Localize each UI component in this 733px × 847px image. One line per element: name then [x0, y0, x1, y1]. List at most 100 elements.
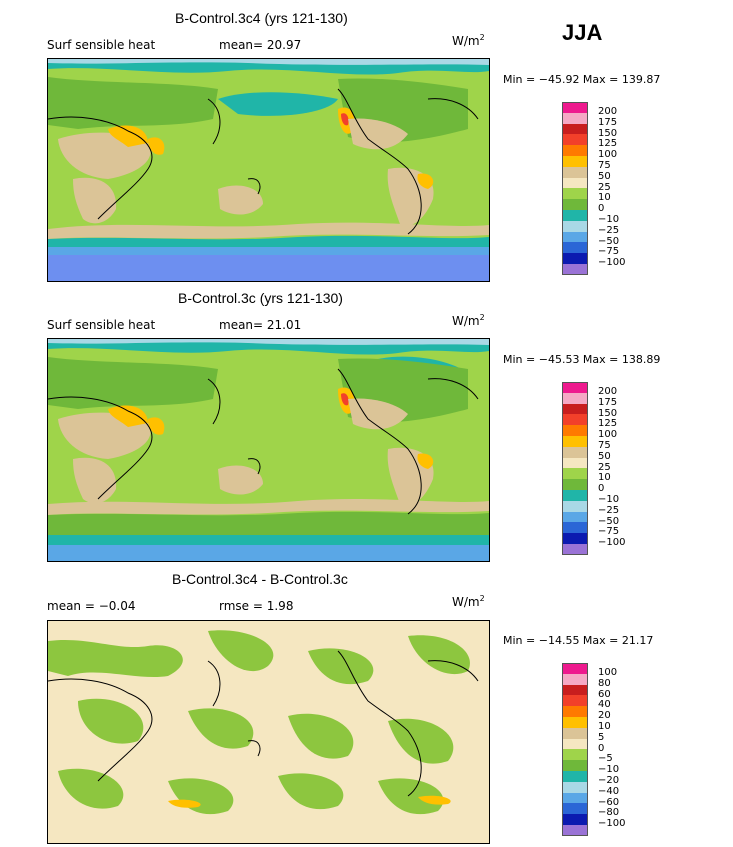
colorbar-tick: −20: [598, 774, 620, 786]
colorbar-tick: −100: [598, 257, 626, 269]
colorbar-swatch: [562, 392, 588, 404]
colorbar-swatch: [562, 500, 588, 512]
colorbar-swatch: [562, 479, 588, 490]
colorbar-tick: −10: [598, 764, 620, 776]
panel3-minmax: Min = −14.55 Max = 21.17: [503, 634, 654, 647]
colorbar-swatch: [562, 814, 588, 825]
colorbar-tick: 40: [598, 699, 611, 711]
colorbar-tick: 20: [598, 710, 611, 722]
panel1-variable: Surf sensible heat: [47, 38, 156, 52]
panel2-colorbar-labels: 200 175 150 125 100 75 50 25 10 0 −10 −2…: [598, 386, 625, 549]
colorbar-swatch: [562, 242, 588, 254]
colorbar-tick: 100: [598, 149, 618, 161]
colorbar-swatch: [562, 112, 588, 124]
panel2-map: [47, 338, 490, 562]
colorbar-swatch: [562, 770, 588, 782]
colorbar-tick: −40: [598, 785, 620, 797]
colorbar-swatch: [562, 727, 588, 739]
colorbar-swatch: [562, 706, 588, 717]
colorbar-swatch: [562, 695, 588, 707]
colorbar-tick: 75: [598, 159, 611, 171]
colorbar-swatch: [562, 663, 588, 674]
colorbar-swatch: [562, 123, 588, 135]
panel2-title: B-Control.3c (yrs 121-130): [178, 290, 343, 306]
colorbar-tick: 150: [598, 407, 618, 419]
colorbar-swatch: [562, 738, 588, 750]
colorbar-swatch: [562, 543, 588, 555]
colorbar-swatch: [562, 489, 588, 501]
colorbar-swatch: [562, 199, 588, 210]
colorbar-swatch: [562, 435, 588, 447]
panel2-mean: mean= 21.01: [219, 318, 302, 332]
panel3-colorbar: [562, 663, 588, 836]
colorbar-tick: −50: [598, 235, 620, 247]
colorbar-swatch: [562, 166, 588, 178]
colorbar-tick: −10: [598, 493, 620, 505]
colorbar-tick: −25: [598, 504, 620, 516]
colorbar-swatch: [562, 188, 588, 200]
colorbar-swatch: [562, 749, 588, 761]
colorbar-tick: 50: [598, 450, 611, 462]
colorbar-swatch: [562, 792, 588, 804]
colorbar-swatch: [562, 403, 588, 415]
panel3-colorbar-labels: 100 80 60 40 20 10 5 0 −5 −10 −20 −40 −6…: [598, 667, 626, 830]
panel3-rmse: rmse = 1.98: [219, 599, 294, 613]
colorbar-swatch: [562, 468, 588, 480]
colorbar-tick: 80: [598, 677, 611, 689]
colorbar-swatch: [562, 684, 588, 696]
panel1-mean: mean= 20.97: [219, 38, 302, 52]
colorbar-tick: 10: [598, 720, 611, 732]
panel1-colorbar-labels: 200 175 150 125 100 75 50 25 10 0 −10 −2…: [598, 106, 626, 269]
colorbar-swatch: [562, 673, 588, 685]
colorbar-tick: 200: [598, 106, 618, 117]
panel2-variable: Surf sensible heat: [47, 318, 156, 332]
colorbar-swatch: [562, 220, 588, 232]
panel3-mean: mean = −0.04: [47, 599, 136, 613]
colorbar-tick: 125: [598, 418, 618, 430]
colorbar-swatch: [562, 824, 588, 836]
colorbar-tick: 10: [598, 472, 611, 484]
colorbar-tick: −75: [598, 526, 620, 538]
colorbar-swatch: [562, 803, 588, 815]
colorbar-swatch: [562, 716, 588, 728]
panel1-minmax: Min = −45.92 Max = 139.87: [503, 73, 661, 86]
colorbar-swatch: [562, 253, 588, 264]
panel3-map: [47, 620, 490, 844]
panel1-colorbar: [562, 102, 588, 275]
colorbar-swatch: [562, 446, 588, 458]
panel1-title: B-Control.3c4 (yrs 121-130): [175, 10, 348, 26]
colorbar-swatch: [562, 263, 588, 275]
colorbar-tick: 10: [598, 192, 611, 204]
colorbar-tick: 175: [598, 116, 618, 128]
colorbar-tick: 50: [598, 170, 611, 182]
colorbar-tick: 75: [598, 439, 611, 451]
colorbar-tick: 5: [598, 731, 605, 743]
colorbar-swatch: [562, 533, 588, 544]
colorbar-tick: −25: [598, 224, 620, 236]
colorbar-tick: 175: [598, 396, 618, 408]
colorbar-tick: −10: [598, 213, 620, 225]
colorbar-swatch: [562, 781, 588, 793]
colorbar-tick: −80: [598, 807, 620, 819]
panel1-map: [47, 58, 490, 282]
colorbar-swatch: [562, 155, 588, 167]
colorbar-tick: 125: [598, 138, 618, 150]
colorbar-tick: 0: [598, 483, 605, 495]
colorbar-tick: 60: [598, 688, 611, 700]
colorbar-swatch: [562, 511, 588, 523]
colorbar-swatch: [562, 177, 588, 189]
colorbar-tick: 0: [598, 203, 605, 215]
colorbar-swatch: [562, 145, 588, 156]
colorbar-swatch: [562, 760, 588, 771]
panel1-units: W/m2: [452, 33, 485, 48]
colorbar-swatch: [562, 382, 588, 393]
colorbar-swatch: [562, 414, 588, 426]
panel3-title: B-Control.3c4 - B-Control.3c: [172, 571, 348, 587]
panel2-units: W/m2: [452, 313, 485, 328]
colorbar-swatch: [562, 522, 588, 534]
colorbar-tick: −100: [598, 818, 626, 830]
colorbar-tick: 200: [598, 386, 618, 397]
panel2-minmax: Min = −45.53 Max = 138.89: [503, 353, 661, 366]
season-label: JJA: [562, 20, 603, 45]
colorbar-tick: 0: [598, 742, 605, 754]
